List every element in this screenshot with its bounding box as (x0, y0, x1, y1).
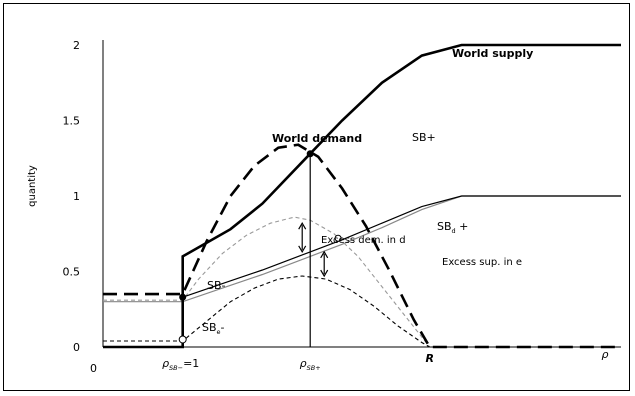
arrow-head (298, 245, 307, 254)
sb-minus-marker (179, 293, 187, 301)
excess-demand-label: Excess dem. in d (321, 235, 406, 246)
world-demand-label: World demand (272, 132, 362, 145)
sb-plus-label: SB+ (412, 131, 436, 144)
x-tick-label-sb-plus: ρSB+ (300, 357, 321, 372)
x-tick-label-sb-minus: ρSB−=1 (162, 357, 199, 372)
arrow-head (298, 221, 307, 230)
y-tick-label: 1.5 (63, 115, 81, 128)
series-line-demand-d (103, 216, 431, 348)
sbe-label: SBe- (202, 321, 225, 336)
arrow-head (320, 250, 329, 259)
sbe-marker (178, 335, 187, 344)
sb-minus-label: SB- (207, 279, 226, 292)
y-axis-label: quantity (27, 165, 38, 207)
x-origin-label: 0 (90, 362, 97, 375)
sbd-label: SBd + (437, 220, 468, 235)
excess-demand-arrow (298, 221, 307, 254)
excess-supply-label: Excess sup. in e (442, 257, 522, 268)
sb-plus-marker (306, 150, 314, 158)
series-line-demand-e (103, 275, 430, 348)
series-line-supply-d (182, 195, 621, 298)
y-tick-label: 0 (73, 341, 80, 354)
series-line-supply-e (103, 195, 621, 303)
chart-frame (3, 3, 630, 391)
arrow-head (320, 269, 329, 278)
y-tick-label: 1 (73, 190, 80, 203)
world-supply-label: World supply (452, 47, 533, 60)
y-tick-label: 0.5 (63, 266, 81, 279)
sbd-marker (334, 234, 342, 242)
y-tick-label: 2 (73, 39, 80, 52)
excess-supply-arrow (320, 250, 329, 278)
x-tick-label-r: R (425, 352, 433, 365)
x-axis-symbol: ρ (602, 348, 609, 361)
